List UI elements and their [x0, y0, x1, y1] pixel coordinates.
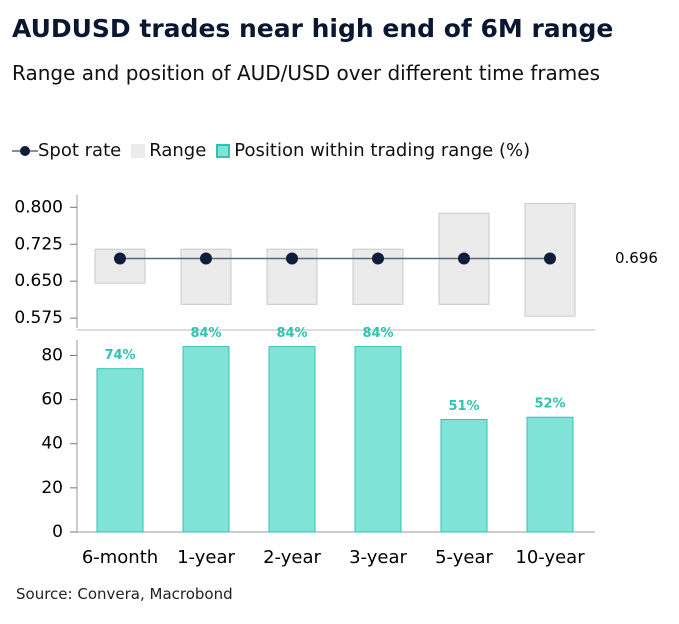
value-label: 84%	[276, 326, 307, 341]
legend-label: Position within trading range (%)	[234, 140, 531, 161]
legend-label: Range	[149, 140, 207, 161]
subtitle: Range and position of AUD/USD over diffe…	[12, 61, 601, 85]
x-tick-label: 6-month	[82, 547, 158, 568]
x-tick-label: 10-year	[515, 547, 585, 568]
value-label: 51%	[448, 399, 479, 414]
value-label: 74%	[104, 348, 135, 363]
value-label: 84%	[190, 326, 221, 341]
bar	[440, 418, 488, 533]
spot-point	[200, 252, 212, 265]
y-tick-label: 0.725	[14, 234, 63, 254]
x-tick-label: 3-year	[349, 547, 407, 568]
bar	[354, 346, 402, 533]
value-label: 52%	[534, 397, 565, 412]
legend-item: Spot rate	[12, 140, 121, 161]
end-label: 0.696	[615, 249, 658, 267]
legend-marker	[216, 143, 231, 158]
value-label: 84%	[362, 326, 393, 341]
spot-point	[114, 252, 126, 265]
x-tick-label: 5-year	[435, 547, 493, 568]
legend: Spot rate Range Position within trading …	[12, 140, 536, 161]
bar	[268, 346, 316, 533]
x-tick-label: 2-year	[263, 547, 321, 568]
legend-item: Position within trading range (%)	[212, 140, 530, 161]
y-tick-label: 80	[41, 345, 63, 365]
y-tick-label: 20	[41, 478, 63, 498]
y-tick-label: 60	[41, 390, 63, 410]
y-tick-label: 0.650	[14, 271, 63, 291]
spot-point	[372, 252, 384, 265]
spot-point	[458, 252, 470, 265]
legend-label: Spot rate	[38, 140, 122, 161]
y-tick-label: 0.575	[14, 308, 63, 328]
x-tick-label: 1-year	[177, 547, 235, 568]
legend-marker	[131, 143, 146, 158]
bar	[182, 346, 230, 533]
legend-marker	[12, 145, 38, 156]
y-tick-label: 0.800	[14, 197, 63, 217]
y-tick-label: 0	[52, 522, 63, 542]
title: AUDUSD trades near high end of 6M range	[12, 14, 614, 43]
legend-item: Range	[127, 140, 206, 161]
spot-point	[286, 252, 298, 265]
spot-point	[544, 252, 556, 265]
bar	[96, 368, 144, 533]
y-tick-label: 40	[41, 434, 63, 454]
source: Source: Convera, Macrobond	[16, 585, 233, 603]
bar	[526, 416, 574, 533]
